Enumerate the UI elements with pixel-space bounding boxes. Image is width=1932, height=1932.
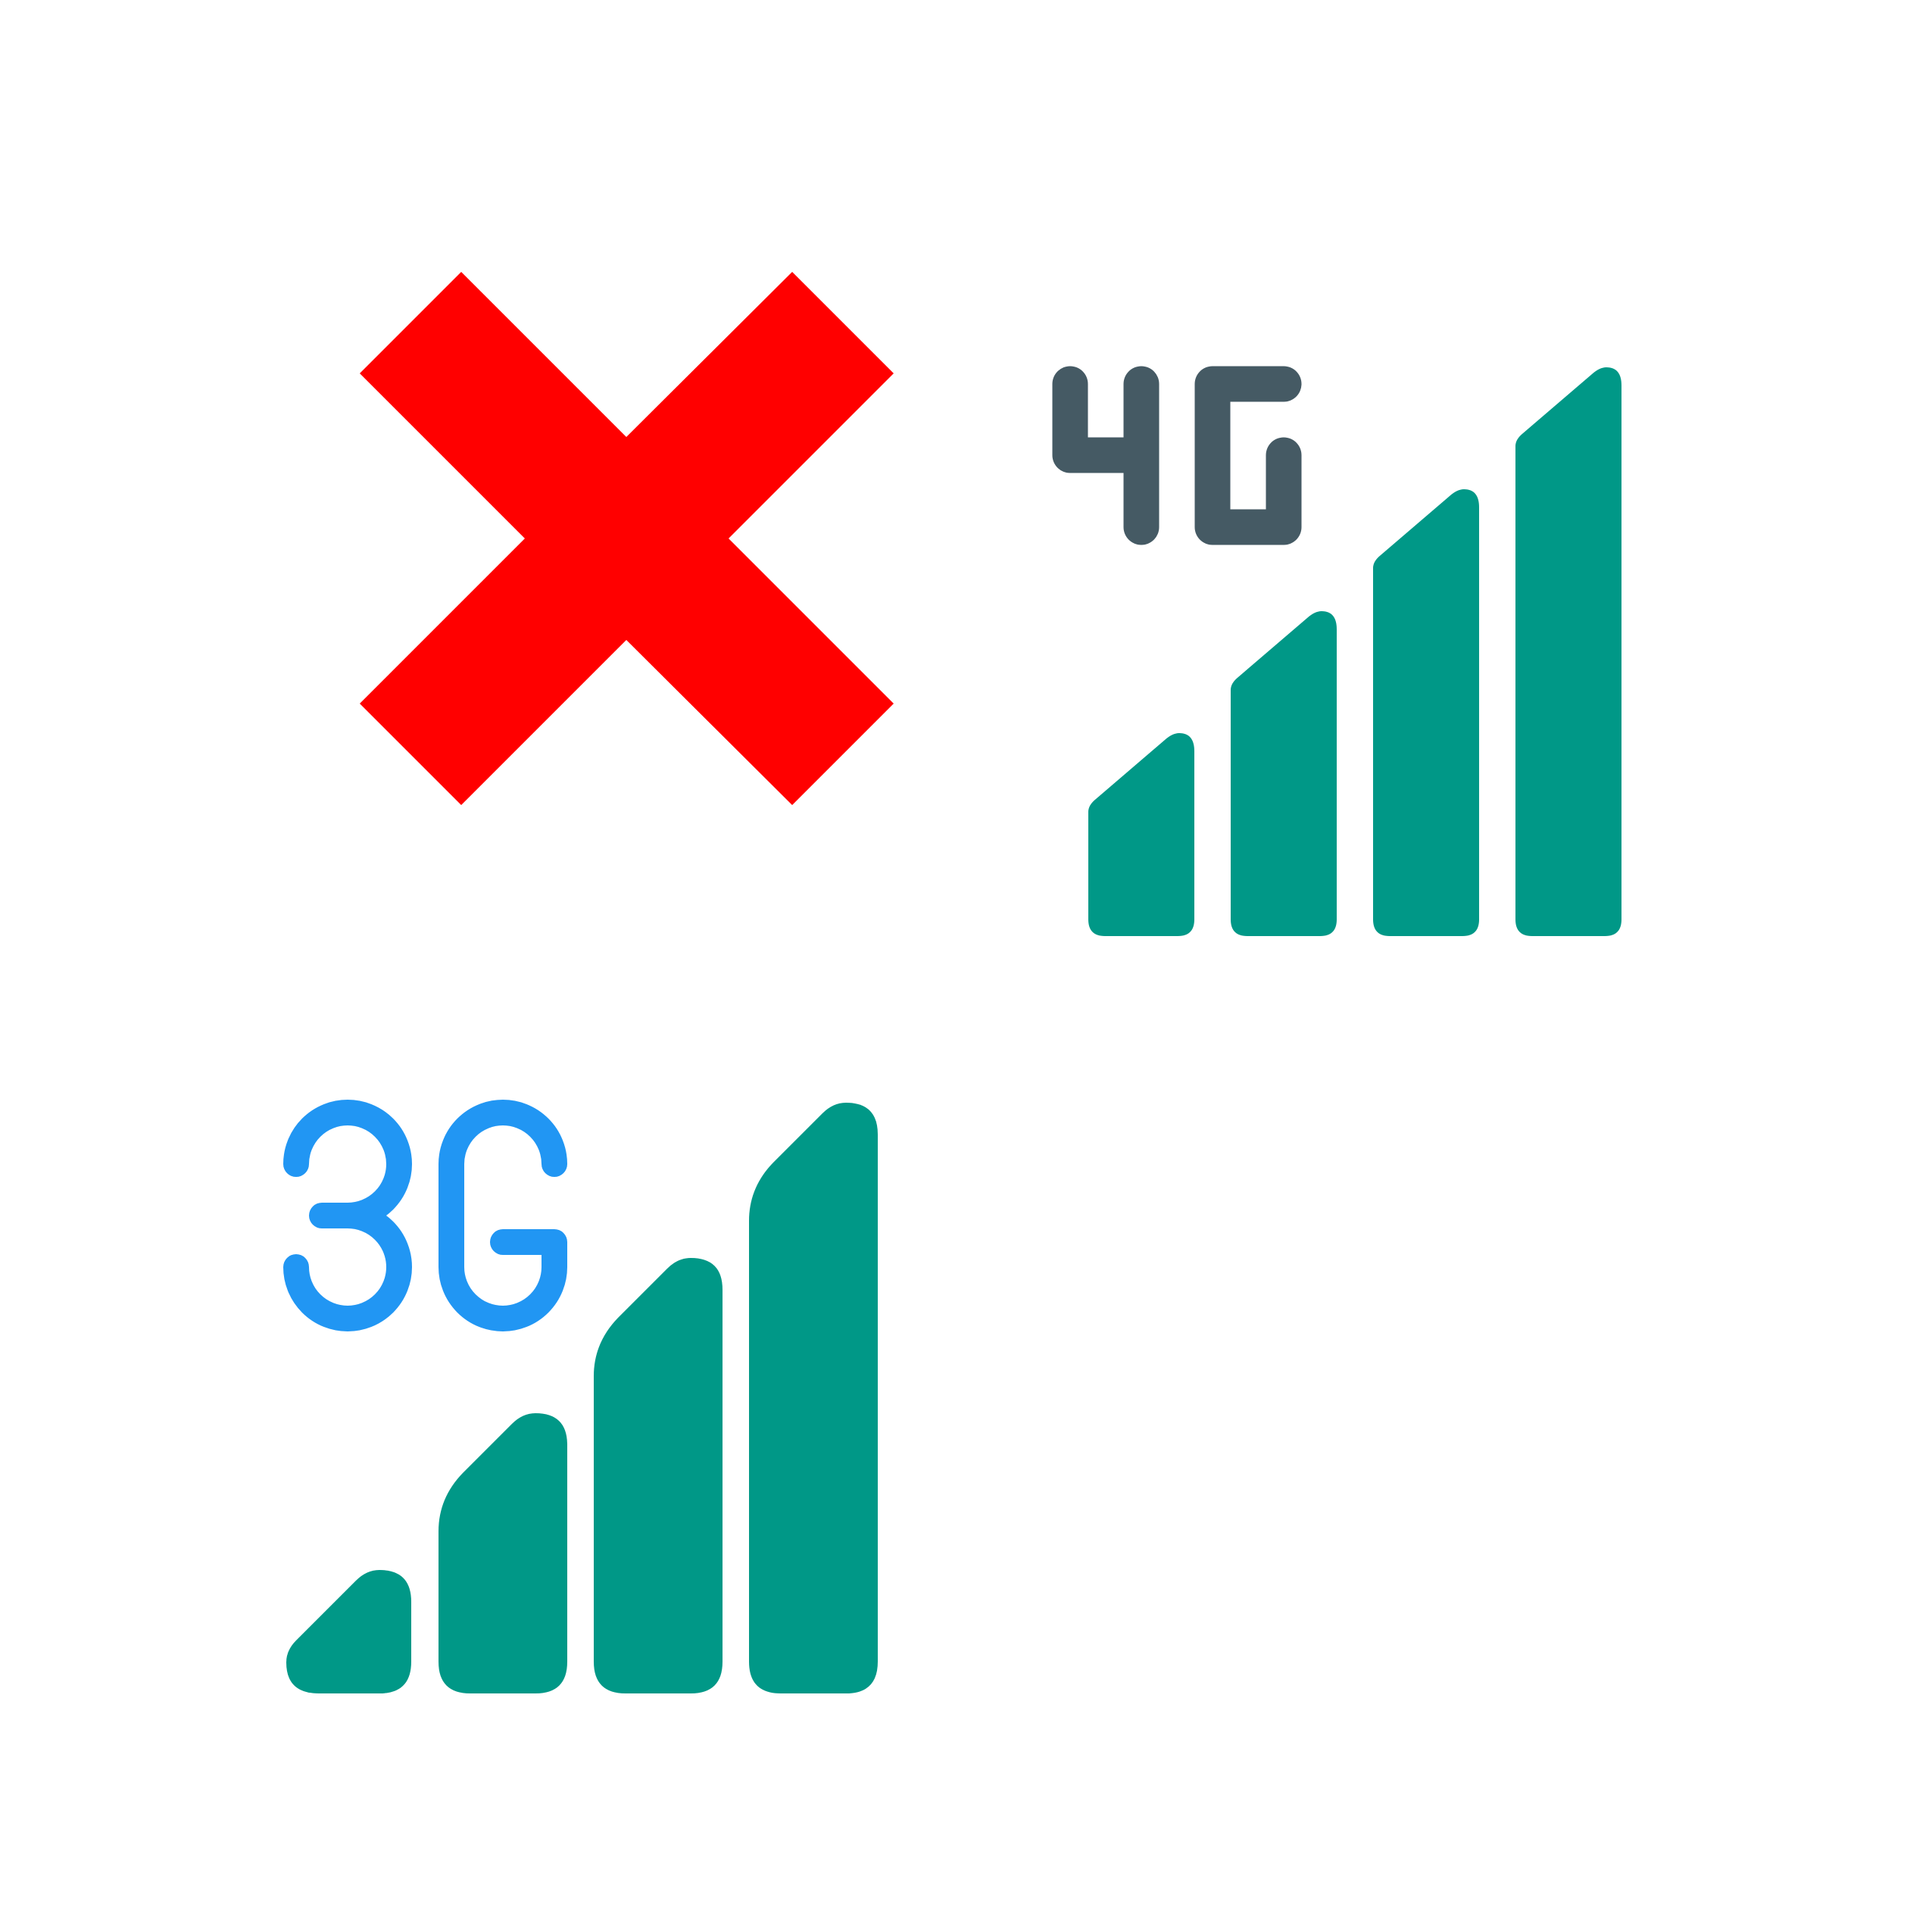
3g-signal-icon [283, 1100, 878, 1693]
3g-signal-bar-2 [439, 1413, 567, 1693]
4g-signal-icon [1052, 366, 1621, 936]
4g-label-glyph [1052, 366, 1302, 545]
3g-label-letter-g [439, 1100, 567, 1331]
4g-label-letter-g [1194, 366, 1302, 545]
4g-signal-bar-3 [1373, 489, 1479, 936]
3g-label-glyph [283, 1100, 567, 1331]
4g-label-digit-four [1052, 366, 1160, 545]
cross-shape [360, 272, 894, 805]
red-x-cross-icon [360, 272, 894, 805]
3g-signal-bar-1 [286, 1570, 411, 1693]
4g-signal-bars [1088, 367, 1621, 936]
3g-signal-bars [286, 1103, 878, 1693]
4g-signal-bar-2 [1231, 611, 1337, 936]
3g-signal-bar-4 [749, 1103, 878, 1693]
3g-label-digit-three [283, 1100, 412, 1331]
4g-signal-bar-1 [1088, 733, 1194, 936]
4g-signal-bar-4 [1515, 367, 1621, 936]
3g-signal-bar-3 [594, 1258, 723, 1693]
